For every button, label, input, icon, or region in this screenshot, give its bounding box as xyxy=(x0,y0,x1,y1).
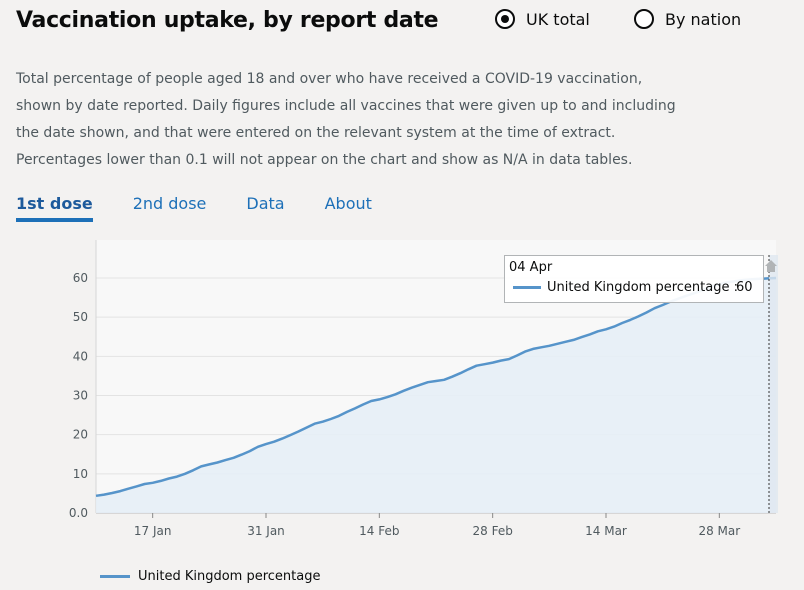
tooltip-value: 60 xyxy=(736,280,753,295)
x-tick-label: 17 Jan xyxy=(134,524,172,538)
chart-tabs: 1st dose 2nd dose Data About xyxy=(16,194,412,222)
y-tick-label: 20 xyxy=(73,428,88,442)
x-tick-label: 28 Feb xyxy=(472,524,512,538)
by-nation-radio[interactable]: By nation xyxy=(634,9,741,29)
x-tick-label: 28 Mar xyxy=(698,524,740,538)
tooltip-series-swatch xyxy=(513,286,541,289)
chart-tooltip: 04 Apr United Kingdom percentage : 60 xyxy=(504,255,764,303)
y-tick-label: 50 xyxy=(73,310,88,324)
hover-band xyxy=(769,255,778,513)
y-tick-label: 40 xyxy=(73,349,88,363)
reset-view-icon[interactable] xyxy=(764,259,778,273)
tab-data[interactable]: Data xyxy=(246,194,285,213)
tooltip-date: 04 Apr xyxy=(509,260,553,275)
tab-1st-dose[interactable]: 1st dose xyxy=(16,194,93,222)
y-tick-label: 30 xyxy=(73,389,88,403)
series-area xyxy=(96,278,776,513)
y-tick-label: 60 xyxy=(73,271,88,285)
y-tick-label: 0.0 xyxy=(69,506,88,520)
radio-unchecked-icon[interactable] xyxy=(634,9,654,29)
x-tick-label: 14 Mar xyxy=(585,524,627,538)
uk-total-radio[interactable]: UK total xyxy=(495,9,590,29)
x-tick-label: 14 Feb xyxy=(359,524,399,538)
legend-label: United Kingdom percentage xyxy=(138,569,321,584)
tab-2nd-dose[interactable]: 2nd dose xyxy=(132,194,207,213)
radio-checked-icon[interactable] xyxy=(495,9,515,29)
series-line xyxy=(95,276,777,498)
chart-description: Total percentage of people aged 18 and o… xyxy=(16,71,676,168)
page-title: Vaccination uptake, by report date xyxy=(16,8,439,33)
legend-swatch xyxy=(100,575,130,578)
by-nation-label[interactable]: By nation xyxy=(665,9,742,29)
uk-total-label[interactable]: UK total xyxy=(526,9,590,29)
tab-about[interactable]: About xyxy=(324,194,372,213)
x-tick-label: 31 Jan xyxy=(247,524,285,538)
tooltip-series-label: United Kingdom percentage : xyxy=(547,280,738,295)
y-tick-label: 10 xyxy=(73,467,88,481)
chart-legend: United Kingdom percentage xyxy=(100,569,320,584)
